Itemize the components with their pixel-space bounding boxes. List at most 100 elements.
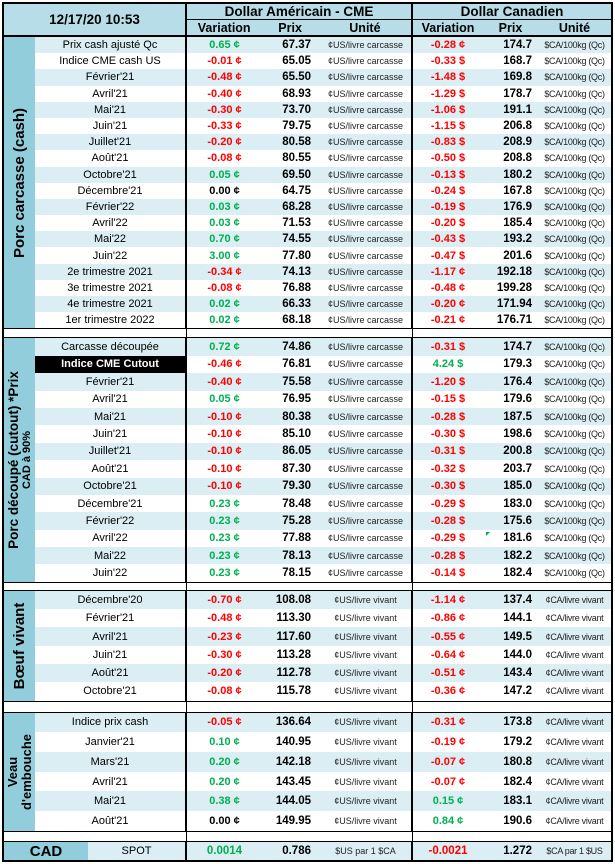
us-price-cell[interactable]: 69.50 — [282, 168, 311, 181]
row-label-cell[interactable]: Avril'21 — [35, 85, 187, 102]
ca-variation-cell[interactable]: -1.15 $ — [430, 120, 466, 133]
us-variation-cell[interactable]: 0.23 ¢ — [209, 514, 240, 527]
us-unit-cell[interactable]: ¢US/livre vivant — [320, 609, 413, 628]
row-label-cell[interactable]: Février'21 — [35, 609, 187, 628]
us-variation-cell[interactable]: 0.03 ¢ — [209, 217, 240, 230]
us-variation-cell[interactable]: -0.70 ¢ — [207, 593, 242, 606]
ca-price-cell[interactable]: 183.1 — [503, 795, 532, 808]
us-price-cell[interactable]: 77.80 — [282, 249, 311, 262]
us-unit-cell[interactable]: ¢US/livre carcasse — [320, 296, 413, 313]
row-label-cell[interactable]: Juillet'21 — [35, 134, 187, 151]
us-price-cell[interactable]: 79.75 — [282, 120, 311, 133]
row-label-cell[interactable]: Carcasse découpée — [35, 338, 187, 356]
ca-unit-cell[interactable]: $CA/100kg (Qc) — [544, 218, 605, 229]
us-unit-cell[interactable]: ¢US/livre vivant — [320, 590, 413, 610]
us-variation-cell[interactable]: 0.72 ¢ — [209, 341, 240, 354]
ca-price-cell[interactable]: 185.0 — [503, 480, 532, 493]
ca-unit-cell[interactable]: $CA/100kg (Qc) — [544, 446, 605, 457]
us-price-cell[interactable]: 76.95 — [282, 393, 311, 406]
us-price-cell[interactable]: 113.28 — [276, 648, 311, 661]
ca-variation-cell[interactable]: -1.20 $ — [430, 375, 466, 388]
ca-unit-cell[interactable]: ¢CA/livre vivant — [545, 649, 604, 660]
ca-unit-cell[interactable]: $CA/100kg (Qc) — [544, 266, 605, 277]
row-label-cell[interactable]: Mai'21 — [35, 791, 187, 812]
us-unit-cell[interactable]: ¢US/livre carcasse — [320, 407, 413, 426]
ca-price-cell[interactable]: 149.5 — [503, 630, 532, 643]
row-label-cell[interactable]: Mai'21 — [35, 407, 187, 426]
ca-price-cell[interactable]: 198.6 — [503, 428, 532, 441]
us-price-cell[interactable]: 112.78 — [276, 667, 311, 680]
us-variation-cell[interactable]: 0.23 ¢ — [209, 567, 240, 580]
ca-unit-cell[interactable]: $CA/100kg (Qc) — [544, 315, 605, 326]
us-variation-cell[interactable]: -0.46 ¢ — [207, 358, 242, 371]
us-dollar-title[interactable]: Dollar Américain - CME — [187, 4, 411, 20]
ca-unit-cell[interactable]: $CA/100kg (Qc) — [544, 550, 605, 561]
ca-unit-cell[interactable]: $CA/100kg (Qc) — [544, 137, 605, 148]
ca-price-cell[interactable]: 173.8 — [503, 716, 532, 729]
us-price-cell[interactable]: 80.58 — [282, 136, 311, 149]
ca-variation-cell[interactable]: -0.29 $ — [430, 532, 466, 545]
us-unit-cell[interactable]: ¢US/livre carcasse — [320, 529, 413, 548]
us-variation-cell[interactable]: 0.00 ¢ — [209, 814, 240, 827]
us-variation-cell[interactable]: -0.10 ¢ — [207, 480, 242, 493]
us-variation-cell[interactable]: 0.00 ¢ — [209, 184, 240, 197]
ca-price-cell[interactable]: 199.28 — [496, 281, 532, 294]
us-price-cell[interactable]: 78.13 — [282, 549, 311, 562]
ca-unit-cell[interactable]: ¢CA/livre vivant — [545, 631, 604, 642]
section-label-porc-carcasse-cash[interactable]: Porc carcasse (cash) — [4, 37, 35, 329]
us-unit-cell[interactable]: ¢US/livre carcasse — [320, 442, 413, 461]
ca-unit-cell[interactable]: $CA/100kg (Qc) — [544, 185, 605, 196]
row-label-cell[interactable]: Juin'22 — [35, 564, 187, 582]
row-label-cell[interactable]: Avril'22 — [35, 215, 187, 232]
ca-unit-cell[interactable]: $CA/100kg (Qc) — [544, 153, 605, 164]
us-price-cell[interactable]: 87.30 — [282, 462, 311, 475]
us-variation-cell[interactable]: -0.40 ¢ — [207, 375, 242, 388]
us-price-cell[interactable]: 142.18 — [275, 755, 311, 768]
us-variation-cell[interactable]: -0.08 ¢ — [207, 152, 242, 165]
us-price-cell[interactable]: 113.30 — [276, 612, 311, 625]
spot-ca-price-cell[interactable]: 1.272 — [503, 845, 532, 857]
spot-label-cell[interactable]: SPOT — [88, 842, 187, 860]
us-variation-cell[interactable]: 0.20 ¢ — [209, 775, 240, 788]
us-variation-cell[interactable]: 0.38 ¢ — [209, 795, 240, 808]
ca-unit-cell[interactable]: $CA/100kg (Qc) — [544, 515, 605, 526]
us-unit-cell[interactable]: ¢US/livre vivant — [320, 811, 413, 831]
ca-variation-cell[interactable]: -0.64 ¢ — [430, 648, 466, 661]
row-label-cell[interactable]: Mars'21 — [35, 752, 187, 772]
ca-variation-cell[interactable]: -0.19 ¢ — [430, 736, 466, 749]
ca-variation-cell[interactable]: -0.83 $ — [430, 136, 466, 149]
row-label-cell[interactable]: Octobre'21 — [35, 477, 187, 495]
row-label-cell[interactable]: Août'21 — [35, 150, 187, 167]
us-variation-cell[interactable]: 0.10 ¢ — [209, 736, 240, 749]
us-price-cell[interactable]: 76.88 — [282, 281, 311, 294]
row-label-cell[interactable]: Août'21 — [35, 811, 187, 831]
spot-us-unit-cell[interactable]: $US par 1 $CA — [320, 842, 413, 860]
ca-price-cell[interactable]: 182.2 — [503, 549, 532, 562]
row-label-cell[interactable]: Janvier'21 — [35, 732, 187, 752]
ca-unit-cell[interactable]: $CA/100kg (Qc) — [544, 481, 605, 492]
ca-unit-cell[interactable]: $CA/100kg (Qc) — [544, 234, 605, 245]
us-variation-cell[interactable]: 3.00 ¢ — [209, 249, 240, 262]
ca-price-cell[interactable]: 206.8 — [503, 120, 532, 133]
ca-unit-cell[interactable]: $CA/100kg (Qc) — [544, 56, 605, 67]
us-unit-cell[interactable]: ¢US/livre carcasse — [320, 425, 413, 443]
row-label-cell[interactable]: Mai'22 — [35, 231, 187, 248]
ca-price-cell[interactable]: 168.7 — [503, 55, 532, 68]
ca-price-cell[interactable]: 185.4 — [503, 217, 532, 230]
ca-unit-cell[interactable]: $CA/100kg (Qc) — [544, 342, 605, 353]
us-price-cell[interactable]: 76.81 — [282, 358, 311, 371]
us-price-cell[interactable]: 68.93 — [282, 87, 311, 100]
us-variation-cell[interactable]: -0.30 ¢ — [207, 103, 242, 116]
us-unit-cell[interactable]: ¢US/livre vivant — [320, 771, 413, 792]
ca-price-cell[interactable]: 144.1 — [503, 612, 532, 625]
ca-price-cell[interactable]: 178.7 — [503, 87, 532, 100]
us-variation-cell[interactable]: -0.40 ¢ — [207, 87, 242, 100]
us-price-cell[interactable]: 149.95 — [275, 814, 311, 827]
ca-unit-cell[interactable]: ¢CA/livre vivant — [545, 613, 604, 624]
ca-price-cell[interactable]: 144.0 — [503, 648, 532, 661]
us-unite-header[interactable]: Unité — [349, 20, 381, 35]
us-price-cell[interactable]: 108.08 — [275, 593, 311, 606]
ca-unit-cell[interactable]: ¢CA/livre vivant — [545, 668, 604, 679]
us-price-cell[interactable]: 86.05 — [282, 445, 311, 458]
ca-variation-cell[interactable]: -0.28 ¢ — [430, 39, 466, 52]
